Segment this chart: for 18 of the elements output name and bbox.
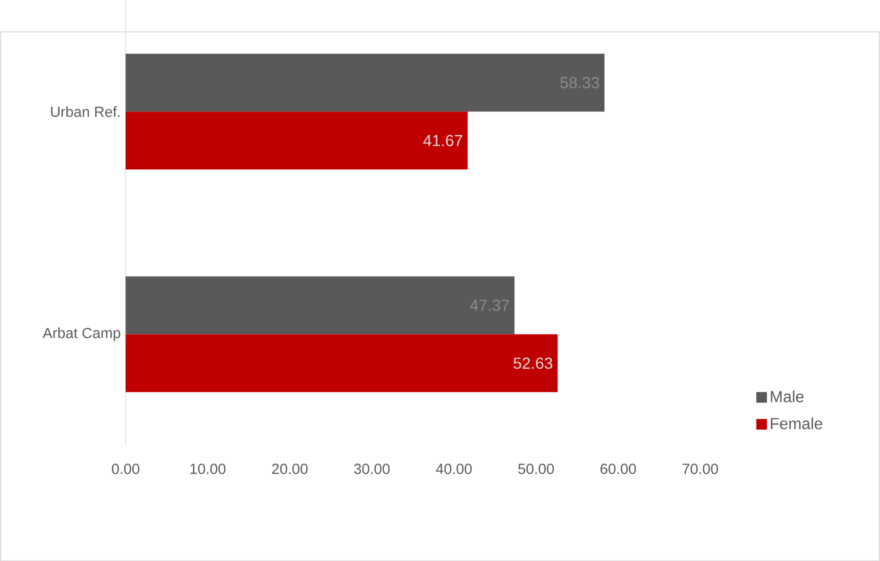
legend-label: Female <box>770 417 822 430</box>
bar <box>126 111 468 170</box>
bar <box>126 54 604 112</box>
bar <box>126 334 558 392</box>
legend-label: Male <box>770 390 804 402</box>
x-tick-label: 40.00 <box>436 463 472 474</box>
x-tick-label: 30.00 <box>354 463 390 474</box>
y-tick-label: Arbat Camp <box>42 327 120 341</box>
x-tick-label: 50.00 <box>518 463 554 474</box>
x-tick-label: 70.00 <box>682 463 718 474</box>
x-tick-label: 60.00 <box>600 463 636 474</box>
x-tick-label: 0.00 <box>112 463 140 474</box>
y-tick-label: Urban Ref. <box>51 106 120 117</box>
x-tick-label: 10.00 <box>190 463 226 474</box>
bar <box>126 276 514 334</box>
data-label: 41.67 <box>423 134 462 146</box>
data-label: 52.63 <box>514 357 552 369</box>
x-tick-label: 20.00 <box>272 463 308 474</box>
